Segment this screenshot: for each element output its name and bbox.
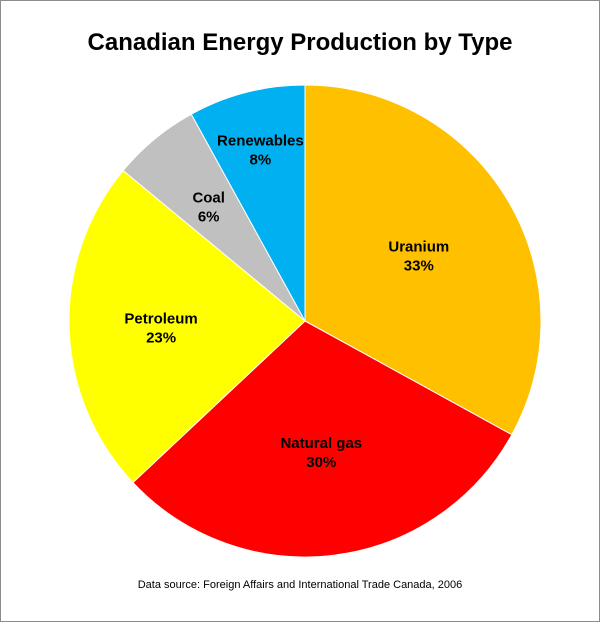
slice-value-label: 6% [198, 209, 220, 226]
slice-label-renewables: Renewables 8% [217, 132, 304, 168]
slice-value-label: 8% [250, 151, 272, 168]
chart-title: Canadian Energy Production by Type [87, 29, 513, 56]
slice-value-label: 30% [306, 454, 336, 471]
pie-slice-renewables [190, 84, 306, 322]
slice-category-label: Coal [192, 190, 225, 207]
slice-value-label: 33% [404, 258, 434, 275]
slice-value-label: 23% [146, 330, 176, 347]
slice-label-natural-gas: Natural gas 30% [280, 435, 362, 471]
pie-slice-petroleum [68, 169, 306, 484]
slice-category-label: Uranium [388, 239, 449, 256]
data-source-note: Data source: Foreign Affairs and Interna… [137, 579, 463, 591]
slice-label-petroleum: Petroleum 23% [124, 311, 197, 347]
slice-category-label: Natural gas [280, 435, 362, 452]
pie-slice-uranium [304, 84, 542, 436]
pie-slice-natural-gas [132, 320, 513, 558]
slice-category-label: Renewables [217, 132, 304, 149]
slice-category-label: Petroleum [124, 311, 197, 328]
slice-label-coal: Coal 6% [192, 190, 225, 226]
slice-label-uranium: Uranium 33% [388, 239, 449, 275]
